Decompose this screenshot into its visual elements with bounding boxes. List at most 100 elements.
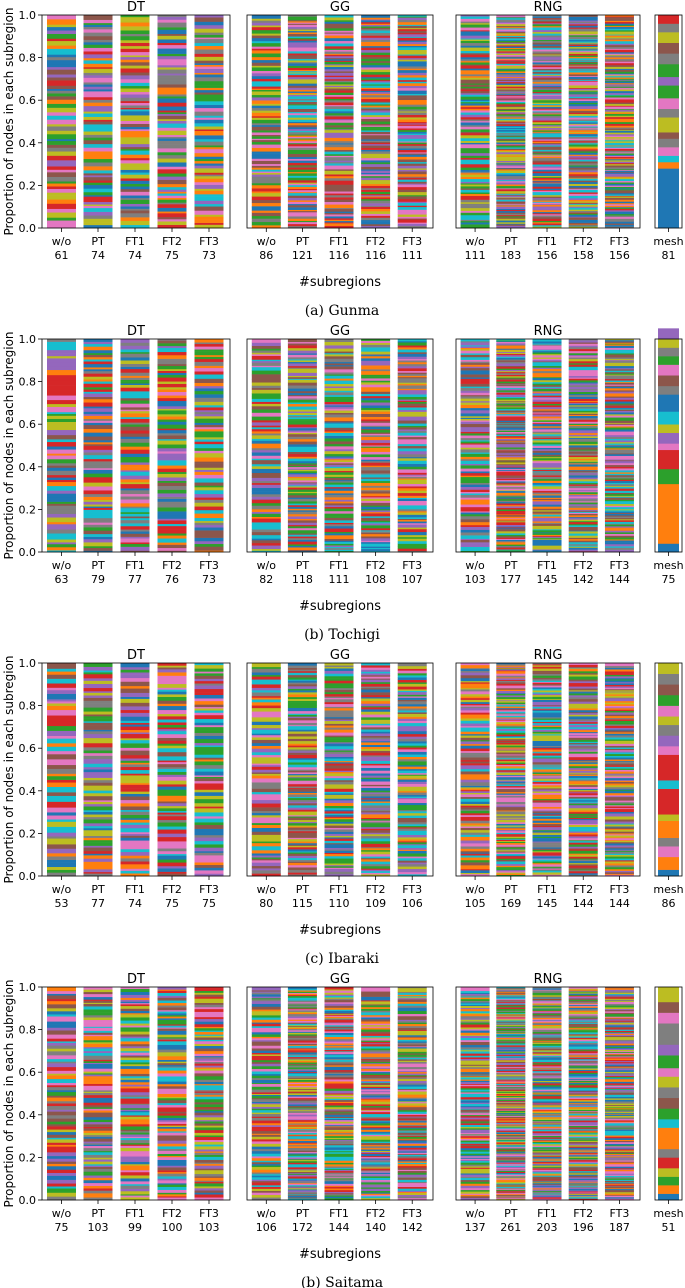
bar-segment bbox=[287, 167, 317, 170]
bar-segment bbox=[251, 471, 281, 474]
bar-segment bbox=[194, 692, 224, 696]
bar-segment bbox=[287, 76, 317, 80]
bar-segment bbox=[194, 786, 224, 790]
bar-segment bbox=[361, 729, 391, 732]
bar-segment bbox=[532, 816, 562, 819]
bar-segment bbox=[157, 80, 187, 85]
bar-segment bbox=[568, 27, 598, 29]
bar-segment bbox=[604, 169, 634, 171]
bar-segment bbox=[47, 838, 76, 845]
bar-segment bbox=[287, 764, 317, 768]
bar-segment bbox=[532, 428, 562, 430]
bar-segment bbox=[251, 393, 281, 398]
bar-segment bbox=[287, 684, 317, 687]
bar-segment bbox=[251, 37, 281, 42]
bar-segment bbox=[496, 220, 526, 223]
bar-segment bbox=[361, 130, 391, 132]
bar-segment bbox=[361, 782, 391, 785]
bar-segment bbox=[287, 354, 317, 358]
bar-segment bbox=[47, 693, 76, 700]
bar-segment bbox=[496, 40, 526, 43]
bar-segment bbox=[324, 412, 354, 415]
bar-segment bbox=[157, 96, 187, 99]
bar-segment bbox=[287, 851, 317, 853]
bar-segment bbox=[397, 716, 427, 719]
bar-segment bbox=[532, 713, 562, 717]
bar-segment bbox=[532, 546, 562, 550]
bar-segment bbox=[83, 538, 113, 543]
bar-segment bbox=[120, 137, 150, 141]
bar-segment bbox=[568, 686, 598, 689]
bar-segment bbox=[532, 130, 562, 132]
bar-segment bbox=[397, 340, 427, 343]
bar-segment bbox=[361, 851, 391, 855]
bar-segment bbox=[397, 847, 427, 850]
bar-segment bbox=[287, 722, 317, 726]
bar-segment bbox=[287, 209, 317, 212]
bar-segment bbox=[460, 526, 490, 530]
bar-segment bbox=[460, 872, 490, 875]
bar-segment bbox=[120, 550, 150, 553]
bar-segment bbox=[157, 24, 187, 28]
bar-segment bbox=[568, 70, 598, 73]
bar-segment bbox=[361, 482, 391, 486]
bar-segment bbox=[324, 352, 354, 355]
bar-segment bbox=[287, 458, 317, 462]
bar-segment bbox=[496, 152, 526, 154]
bar-segment bbox=[324, 179, 354, 181]
bar-segment bbox=[496, 140, 526, 143]
bar-segment bbox=[361, 221, 391, 225]
bar-segment bbox=[287, 101, 317, 105]
bar-segment bbox=[251, 766, 281, 770]
bar-segment bbox=[496, 121, 526, 123]
bar-segment bbox=[496, 110, 526, 113]
bar-segment bbox=[496, 56, 526, 58]
x-tick-label: FT2 bbox=[573, 235, 593, 248]
bar-segment bbox=[324, 92, 354, 96]
bar-segment bbox=[397, 209, 427, 213]
bar-segment bbox=[568, 408, 598, 411]
bar-segment bbox=[568, 748, 598, 751]
bar-segment bbox=[604, 213, 634, 215]
bar-segment bbox=[496, 514, 526, 516]
bar-segment bbox=[568, 834, 598, 837]
bar-segment bbox=[460, 846, 490, 849]
bar-segment bbox=[83, 391, 113, 394]
bar-segment bbox=[397, 16, 427, 18]
bar-segment bbox=[604, 64, 634, 67]
bar-segment bbox=[361, 145, 391, 148]
bar-segment bbox=[251, 666, 281, 669]
bar-segment bbox=[194, 365, 224, 369]
bar-segment bbox=[157, 460, 187, 463]
bar-segment bbox=[397, 149, 427, 153]
bar-segment bbox=[568, 79, 598, 81]
bar-segment bbox=[604, 344, 634, 346]
bar-segment bbox=[397, 112, 427, 115]
bar-segment bbox=[460, 35, 490, 39]
bar-segment bbox=[83, 476, 113, 481]
bar-segment bbox=[568, 435, 598, 438]
bar-segment bbox=[194, 97, 224, 102]
bar-segment bbox=[568, 810, 598, 813]
bar-segment bbox=[324, 214, 354, 217]
bar-segment bbox=[194, 94, 224, 97]
bar-segment bbox=[157, 435, 187, 440]
bar-segment bbox=[47, 689, 76, 694]
bar-segment bbox=[568, 690, 598, 692]
bar-segment bbox=[83, 501, 113, 505]
bar-segment bbox=[496, 675, 526, 678]
bar-segment bbox=[496, 698, 526, 701]
bar-segment bbox=[460, 789, 490, 792]
bar-segment bbox=[460, 100, 490, 103]
bar-segment bbox=[532, 765, 562, 767]
bar-segment bbox=[568, 61, 598, 63]
bar-segment bbox=[532, 826, 562, 830]
bar-segment bbox=[604, 90, 634, 94]
bar-segment bbox=[361, 211, 391, 214]
bar-segment bbox=[532, 106, 562, 109]
bar-segment bbox=[568, 739, 598, 742]
bar-segment bbox=[532, 18, 562, 20]
bar-segment bbox=[251, 810, 281, 814]
subregion-count-label: 116 bbox=[329, 249, 350, 262]
bar-segment bbox=[397, 153, 427, 155]
